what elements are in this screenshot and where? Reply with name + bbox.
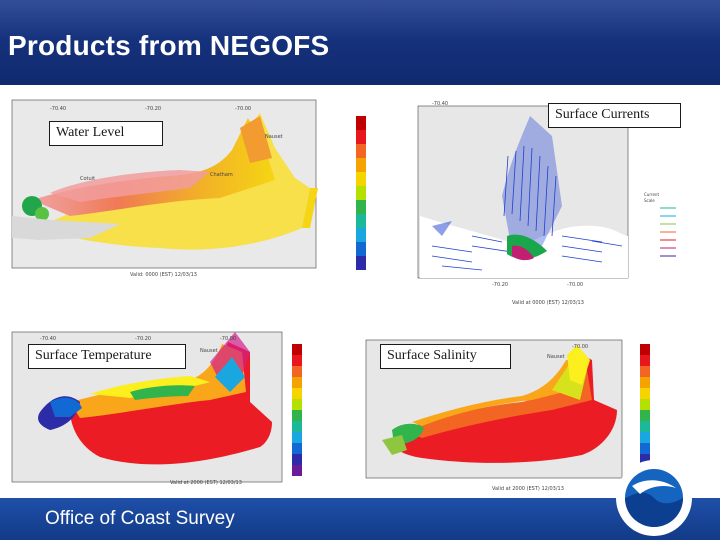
svg-text:Current: Current <box>644 192 659 197</box>
svg-text:-70.20: -70.20 <box>492 282 508 288</box>
svg-text:-70.20: -70.20 <box>145 106 161 112</box>
svg-text:-70.20: -70.20 <box>135 336 151 342</box>
svg-text:Valid at 2000 (EST) 12/03/13: Valid at 2000 (EST) 12/03/13 <box>170 480 242 486</box>
footer-text: Office of Coast Survey <box>45 508 235 529</box>
surface-temperature-label: Surface Temperature <box>28 344 186 369</box>
footer-bar <box>0 498 720 540</box>
svg-text:-70.40: -70.40 <box>50 106 66 112</box>
title-bar <box>0 0 720 85</box>
svg-text:Valid at 2000 (EST) 12/03/13: Valid at 2000 (EST) 12/03/13 <box>492 486 564 492</box>
svg-text:-70.00: -70.00 <box>235 106 251 112</box>
water-level-label: Water Level <box>49 121 163 146</box>
svg-text:Scale: Scale <box>644 198 655 203</box>
noaa-logo-icon <box>614 458 694 538</box>
svg-text:Nauset: Nauset <box>200 348 218 354</box>
svg-text:Cotuit: Cotuit <box>80 176 95 182</box>
surface-salinity-label: Surface Salinity <box>380 344 511 369</box>
svg-text:-70.00: -70.00 <box>567 282 583 288</box>
surface-currents-map: -70.40 -70.20 -70.00 Valid at 0000 (EST)… <box>412 96 684 308</box>
svg-text:Nauset: Nauset <box>547 354 565 360</box>
svg-text:Chatham: Chatham <box>210 172 233 178</box>
water-level-map: -70.40 -70.20 -70.00 Nauset Cotuit Chath… <box>10 88 390 278</box>
svg-text:Valid at 0000 (EST) 12/03/13: Valid at 0000 (EST) 12/03/13 <box>512 300 584 306</box>
svg-text:-70.40: -70.40 <box>432 101 448 107</box>
svg-text:Nauset: Nauset <box>265 134 283 140</box>
svg-text:-70.00: -70.00 <box>572 344 588 350</box>
surface-currents-label: Surface Currents <box>548 103 681 128</box>
slide-title: Products from NEGOFS <box>8 30 330 61</box>
svg-text:-70.40: -70.40 <box>40 336 56 342</box>
svg-text:Valid: 0000 (EST) 12/03/13: Valid: 0000 (EST) 12/03/13 <box>130 272 197 278</box>
svg-text:-70.00: -70.00 <box>220 336 236 342</box>
